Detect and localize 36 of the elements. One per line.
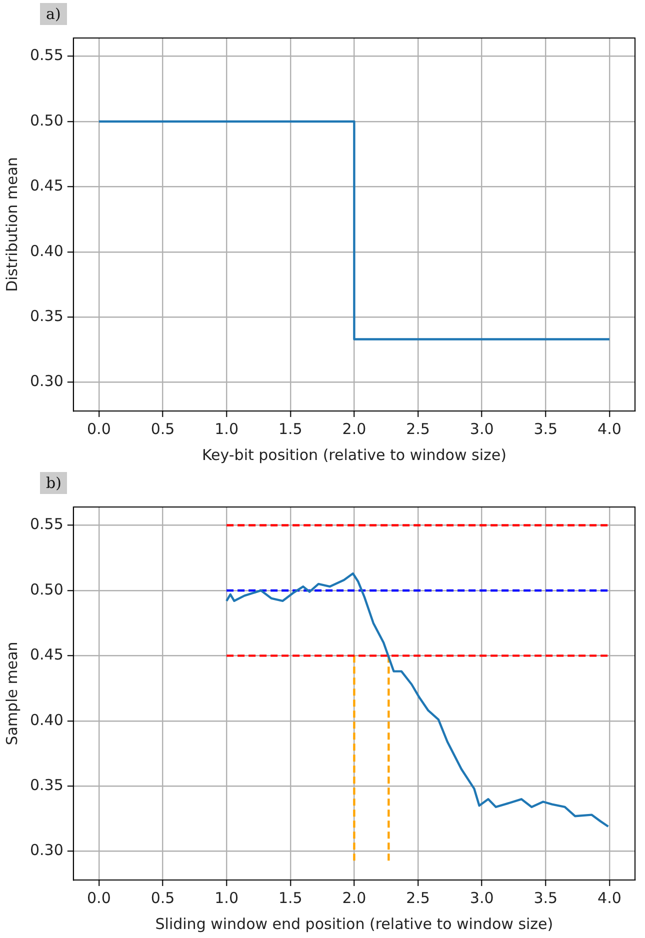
x-tick-label: 2.0 — [342, 420, 366, 438]
y-tick-label: 0.35 — [30, 306, 64, 325]
x-tick-label: 3.0 — [470, 420, 494, 438]
x-tick-label: 4.0 — [598, 888, 622, 907]
y-tick-label: 0.40 — [30, 710, 64, 729]
y-tick-label: 0.30 — [30, 372, 64, 390]
x-tick-label: 0.0 — [86, 888, 111, 907]
x-tick-label: 1.0 — [214, 420, 238, 438]
x-tick-label: 4.0 — [598, 420, 622, 438]
x-axis-title: Key-bit position (relative to window size) — [202, 446, 506, 464]
x-tick-label: 2.0 — [342, 888, 366, 907]
y-axis-title: Sample mean — [2, 642, 21, 746]
x-axis-title: Sliding window end position (relative to window size) — [155, 914, 554, 933]
y-axis-title: Distribution mean — [2, 157, 21, 292]
y-tick-label: 0.45 — [30, 646, 64, 664]
x-tick-label: 3.5 — [534, 888, 558, 907]
y-tick-label: 0.45 — [30, 176, 64, 195]
x-tick-label: 0.0 — [86, 420, 111, 438]
x-tick-label: 1.0 — [214, 888, 238, 907]
x-tick-label: 1.5 — [278, 888, 302, 907]
x-tick-label: 3.0 — [470, 888, 494, 907]
chart-title: b) — [40, 472, 68, 494]
x-tick-label: 1.5 — [278, 420, 302, 438]
y-tick-label: 0.50 — [30, 111, 64, 130]
y-tick-label: 0.55 — [30, 515, 64, 534]
x-tick-label: 2.5 — [406, 888, 430, 907]
y-tick-label: 0.50 — [30, 580, 64, 598]
y-tick-label: 0.35 — [30, 776, 64, 794]
x-tick-label: 0.5 — [150, 888, 175, 907]
y-tick-label: 0.30 — [30, 841, 64, 860]
x-tick-label: 0.5 — [150, 420, 175, 438]
y-tick-label: 0.55 — [30, 46, 64, 64]
x-tick-label: 3.5 — [534, 420, 558, 438]
y-tick-label: 0.40 — [30, 242, 64, 260]
chart-title: a) — [40, 3, 67, 25]
x-tick-label: 2.5 — [406, 420, 430, 438]
